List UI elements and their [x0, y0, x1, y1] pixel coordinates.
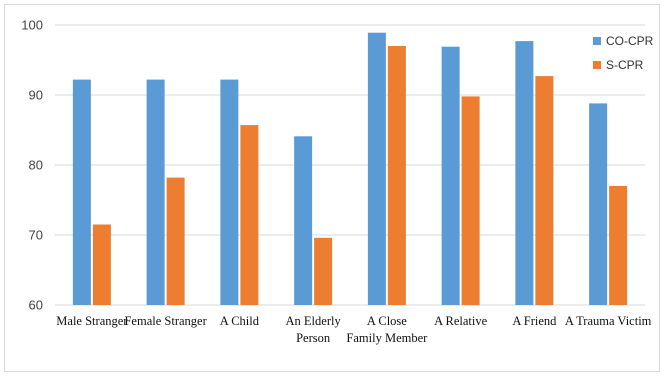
bar-s-cpr	[387, 46, 406, 305]
x-tick-label: A Relative	[434, 314, 488, 328]
bar-s-cpr	[166, 177, 185, 305]
bar-s-cpr	[314, 237, 333, 305]
bar-co-cpr	[367, 32, 386, 305]
x-tick-label: A Child	[220, 314, 260, 328]
bar-co-cpr	[72, 79, 91, 305]
legend-swatch	[593, 37, 601, 45]
bar-co-cpr	[220, 79, 239, 305]
x-tick-label: An Elderly	[286, 314, 342, 328]
bar-co-cpr	[515, 41, 534, 305]
x-tick-label: Male Stranger	[56, 314, 128, 328]
bar-co-cpr	[589, 103, 608, 306]
y-tick-label: 90	[29, 88, 43, 103]
bar-co-cpr	[294, 136, 313, 305]
legend-label: CO-CPR	[606, 34, 654, 48]
x-tick-label: A Friend	[512, 314, 557, 328]
y-axis: 60 70 80 90 100	[21, 18, 43, 313]
y-tick-label: 60	[29, 298, 43, 313]
x-tick-label: Family Member	[346, 331, 428, 345]
bar-s-cpr	[92, 224, 111, 305]
bars	[72, 32, 628, 306]
y-tick-label: 100	[21, 18, 43, 33]
x-tick-label: Female Stranger	[124, 314, 207, 328]
y-tick-label: 80	[29, 158, 43, 173]
y-tick-label: 70	[29, 228, 43, 243]
legend: CO-CPR S-CPR	[593, 34, 654, 72]
legend-label: S-CPR	[606, 58, 644, 72]
bar-s-cpr	[535, 76, 554, 305]
x-tick-label: Person	[296, 331, 331, 345]
x-tick-label: A Trauma Victim	[565, 314, 652, 328]
bar-co-cpr	[441, 46, 460, 305]
bar-co-cpr	[146, 79, 165, 305]
gridlines	[55, 24, 645, 306]
bar-s-cpr	[240, 125, 259, 305]
x-tick-label: A Close	[367, 314, 407, 328]
bar-s-cpr	[461, 96, 480, 306]
bar-s-cpr	[609, 186, 628, 305]
legend-swatch	[593, 61, 601, 69]
